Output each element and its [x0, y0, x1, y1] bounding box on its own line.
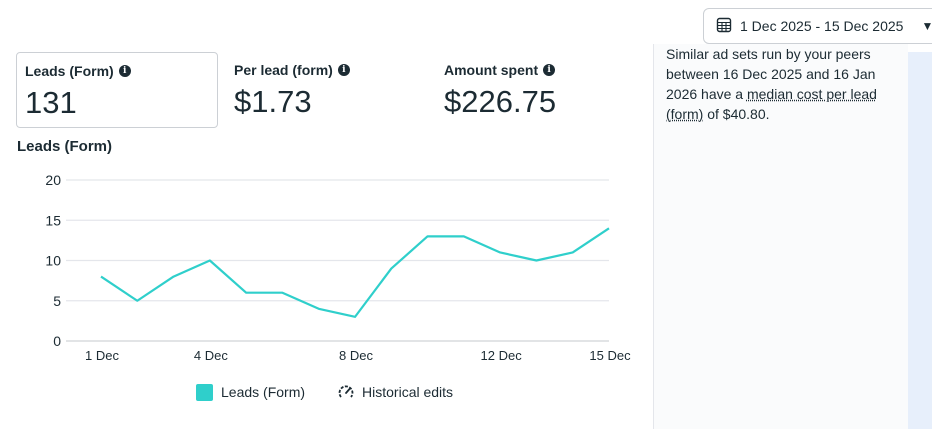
y-tick-label: 5: [53, 293, 61, 309]
legend-swatch-leads: [196, 383, 213, 401]
metric-label: Leads (Form): [25, 63, 114, 79]
metric-value: $1.73: [234, 84, 312, 119]
chart-title: Leads (Form): [17, 138, 113, 155]
x-tick-label: 15 Dec: [589, 348, 631, 363]
metric-value: 131: [25, 85, 77, 120]
leads-line-chart: 0 5 10 15 20 1 Dec 4 Dec 8 Dec 12 Dec 15 Dec: [45, 172, 631, 363]
metric-label: Amount spent: [444, 62, 539, 78]
metric-leads[interactable]: Leads (Form) i 131: [16, 52, 218, 128]
y-tick-label: 20: [45, 172, 61, 188]
metric-label: Per lead (form): [234, 62, 333, 78]
x-tick-label: 12 Dec: [481, 348, 523, 363]
historical-edits-icon: [337, 383, 355, 401]
x-tick-label: 8 Dec: [339, 348, 373, 363]
metric-amount-spent[interactable]: Amount spent i $226.75: [436, 52, 636, 128]
legend-label-historical-edits[interactable]: Historical edits: [362, 384, 454, 400]
x-tick-label: 1 Dec: [85, 348, 119, 363]
y-tick-label: 15: [45, 212, 61, 228]
date-range-label: 1 Dec 2025 - 15 Dec 2025: [740, 18, 904, 34]
peer-benchmark-panel: [653, 44, 908, 429]
metric-per-lead[interactable]: Per lead (form) i $1.73: [226, 52, 426, 128]
peer-benchmark-text: Similar ad sets run by your peers betwee…: [666, 44, 901, 124]
info-icon[interactable]: i: [337, 64, 350, 76]
peer-text-before: Similar ad sets run by your peers betwee…: [666, 46, 876, 102]
side-panel-edge: [908, 52, 932, 429]
metric-value: $226.75: [444, 84, 557, 119]
chevron-down-icon: ▼: [921, 19, 932, 33]
series-line-leads: [100, 227, 610, 318]
y-tick-label: 0: [53, 333, 61, 349]
peer-text-after: of $40.80.: [703, 106, 770, 122]
calendar-icon: [716, 17, 732, 36]
info-icon[interactable]: i: [543, 64, 556, 76]
y-tick-label: 10: [45, 253, 61, 269]
date-range-picker[interactable]: 1 Dec 2025 - 15 Dec 2025 ▼: [703, 8, 932, 44]
legend-label-leads[interactable]: Leads (Form): [221, 384, 306, 400]
info-icon[interactable]: i: [118, 65, 131, 77]
x-tick-label: 4 Dec: [194, 348, 228, 363]
chart-legend: Leads (Form) Historical edits: [196, 383, 453, 401]
median-cost-link[interactable]: median cost per lead (form): [666, 86, 877, 122]
